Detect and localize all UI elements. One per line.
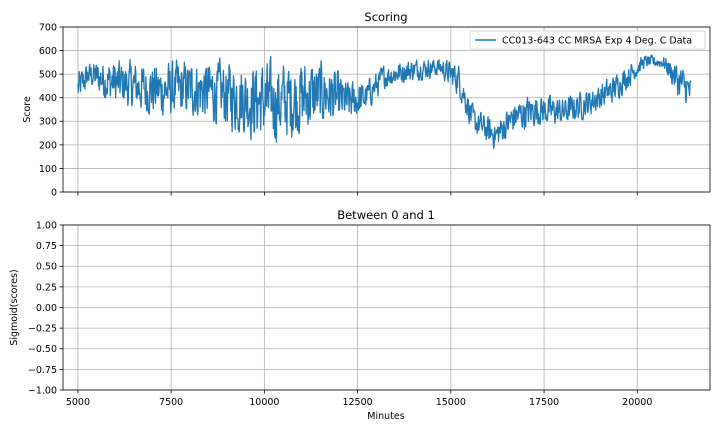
sigmoid-x-tick-label: 5000 (66, 397, 90, 408)
scoring-x-ticks (77, 192, 638, 196)
sigmoid-y-tick-label: 0.50 (36, 262, 57, 273)
sigmoid-x-tick-label: 12500 (342, 397, 372, 408)
sigmoid-y-tick-label: −0.50 (28, 344, 57, 355)
sigmoid-y-tick-label: −0.75 (28, 365, 57, 376)
scoring-series-line (77, 54, 692, 149)
legend: CC013-643 CC MRSA Exp 4 Deg. C Data (469, 30, 706, 50)
scoring-y-tick-label: 700 (39, 22, 57, 33)
scoring-y-tick-label: 500 (39, 70, 57, 81)
sigmoid-title: Between 0 and 1 (337, 208, 435, 222)
sigmoid-x-tick-label: 20000 (622, 397, 652, 408)
sigmoid-x-tick-label: 15000 (436, 397, 466, 408)
scoring-axes: Scoring 0 100 200 300 400 500 600 700 Score CC0… (22, 10, 711, 198)
sigmoid-axes: Between 0 and 1 −1.00 −0.75 −0.50 −0.25 0.00… (9, 208, 711, 422)
scoring-frame (62, 26, 711, 193)
scoring-y-tick-label: 600 (39, 46, 57, 57)
sigmoid-y-tick-label: −1.00 (28, 385, 57, 396)
scoring-y-tick-label: 0 (51, 187, 57, 198)
sigmoid-y-tick-label: 1.00 (36, 220, 57, 231)
sigmoid-x-tick-label: 7500 (159, 397, 183, 408)
scoring-y-ticks: 0 100 200 300 400 500 600 700 (39, 22, 63, 198)
scoring-y-tick-label: 400 (39, 93, 57, 104)
scoring-y-axis-label: Score (22, 96, 33, 123)
sigmoid-y-tick-label: 0.75 (36, 241, 57, 252)
sigmoid-x-ticks: 5000 7500 10000 12500 15000 17500 20000 (66, 390, 652, 408)
sigmoid-y-tick-label: 0.25 (36, 282, 57, 293)
series-line (77, 54, 692, 149)
legend-label: CC013-643 CC MRSA Exp 4 Deg. C Data (502, 36, 692, 47)
sigmoid-y-axis-label: Sigmoid(scores) (9, 269, 20, 345)
sigmoid-x-tick-label: 10000 (249, 397, 279, 408)
sigmoid-x-tick-label: 17500 (529, 397, 559, 408)
sigmoid-y-tick-label: −0.25 (28, 324, 57, 335)
sigmoid-y-tick-label: 0.00 (36, 303, 57, 314)
legend-box (469, 30, 706, 50)
sigmoid-y-ticks: −1.00 −0.75 −0.50 −0.25 0.00 0.25 0.50 0.75 1.00 (28, 220, 63, 396)
scoring-y-tick-label: 100 (39, 164, 57, 175)
scoring-title: Scoring (364, 10, 407, 24)
x-axis-label: Minutes (367, 411, 404, 422)
scoring-y-tick-label: 300 (39, 117, 57, 128)
scoring-y-tick-label: 200 (39, 140, 57, 151)
